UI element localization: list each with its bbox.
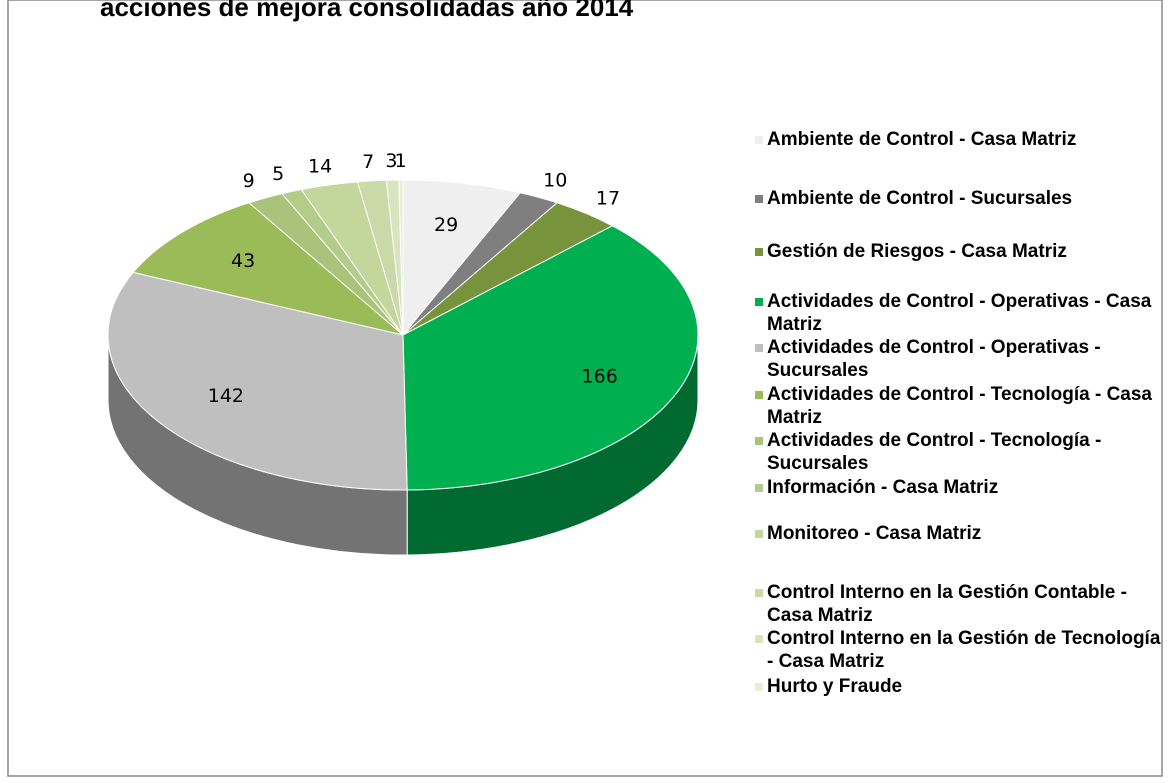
data-label: 166 [582, 366, 618, 388]
legend-swatch [755, 484, 763, 492]
legend-item: Monitoreo - Casa Matriz [755, 522, 1162, 545]
frame [7, 0, 1163, 777]
legend-swatch [755, 530, 763, 538]
data-label: 17 [596, 187, 620, 209]
legend-swatch [755, 589, 763, 597]
slice [398, 179, 404, 336]
legend-label: Monitoreo - Casa Matriz [767, 523, 982, 544]
legend-label: Ambiente de Control - Casa Matriz [767, 129, 1077, 150]
legend-item: Hurto y Fraude [755, 675, 1162, 698]
legend-swatch [755, 195, 763, 203]
legend-item: Actividades de Control - Operativas - Ca… [755, 290, 1162, 336]
legend-item: Actividades de Control - Tecnología - Su… [755, 429, 1162, 475]
legend-label: Actividades de Control - Operativas - Ca… [767, 291, 1152, 335]
data-label: 1 [395, 150, 407, 172]
legend-label: Ambiente de Control - Sucursales [767, 188, 1073, 209]
legend-item: Control Interno en la Gestión de Tecnolo… [755, 627, 1162, 673]
data-label: 10 [543, 169, 567, 191]
legend-label: Actividades de Control - Operativas - Su… [767, 337, 1101, 381]
legend-swatch [755, 391, 763, 399]
chart-title: acciones de mejora consolidadas año 2014 [100, 0, 634, 22]
data-label: 3 [385, 150, 397, 172]
legend-item: Ambiente de Control - Casa Matriz [755, 128, 1162, 151]
legend-swatch [755, 635, 763, 643]
legend-label: Actividades de Control - Tecnología - Ca… [767, 384, 1152, 428]
legend-label: Gestión de Riesgos - Casa Matriz [767, 241, 1067, 262]
legend-item: Control Interno en la Gestión Contable -… [755, 581, 1162, 627]
slice [402, 179, 522, 337]
legend-label: Información - Casa Matriz [767, 477, 999, 498]
slice [132, 202, 404, 336]
legend-item: Información - Casa Matriz [755, 476, 1162, 499]
legend-swatch [755, 136, 763, 144]
legend-item: Actividades de Control - Operativas - Su… [755, 336, 1162, 382]
legend-item: Ambiente de Control - Sucursales [755, 187, 1162, 210]
data-label: 142 [208, 385, 244, 407]
legend-swatch [755, 437, 763, 445]
data-label: 7 [362, 151, 374, 173]
data-label: 43 [231, 250, 255, 272]
legend-swatch [755, 683, 763, 691]
legend-item: Gestión de Riesgos - Casa Matriz [755, 240, 1162, 263]
slice [402, 225, 699, 491]
data-label: 14 [308, 155, 332, 177]
legend-item: Actividades de Control - Tecnología - Ca… [755, 383, 1162, 429]
data-label: 5 [272, 163, 284, 185]
legend-swatch [755, 248, 763, 256]
data-label: 29 [434, 214, 458, 236]
legend-swatch [755, 344, 763, 352]
legend-swatch [755, 298, 763, 306]
legend-label: Hurto y Fraude [767, 676, 903, 697]
legend-label: Control Interno en la Gestión Contable -… [767, 582, 1127, 626]
legend-label: Actividades de Control - Tecnología - Su… [767, 430, 1102, 474]
slice [107, 271, 408, 491]
data-label: 9 [243, 170, 255, 192]
legend-label: Control Interno en la Gestión de Tecnolo… [767, 628, 1161, 672]
